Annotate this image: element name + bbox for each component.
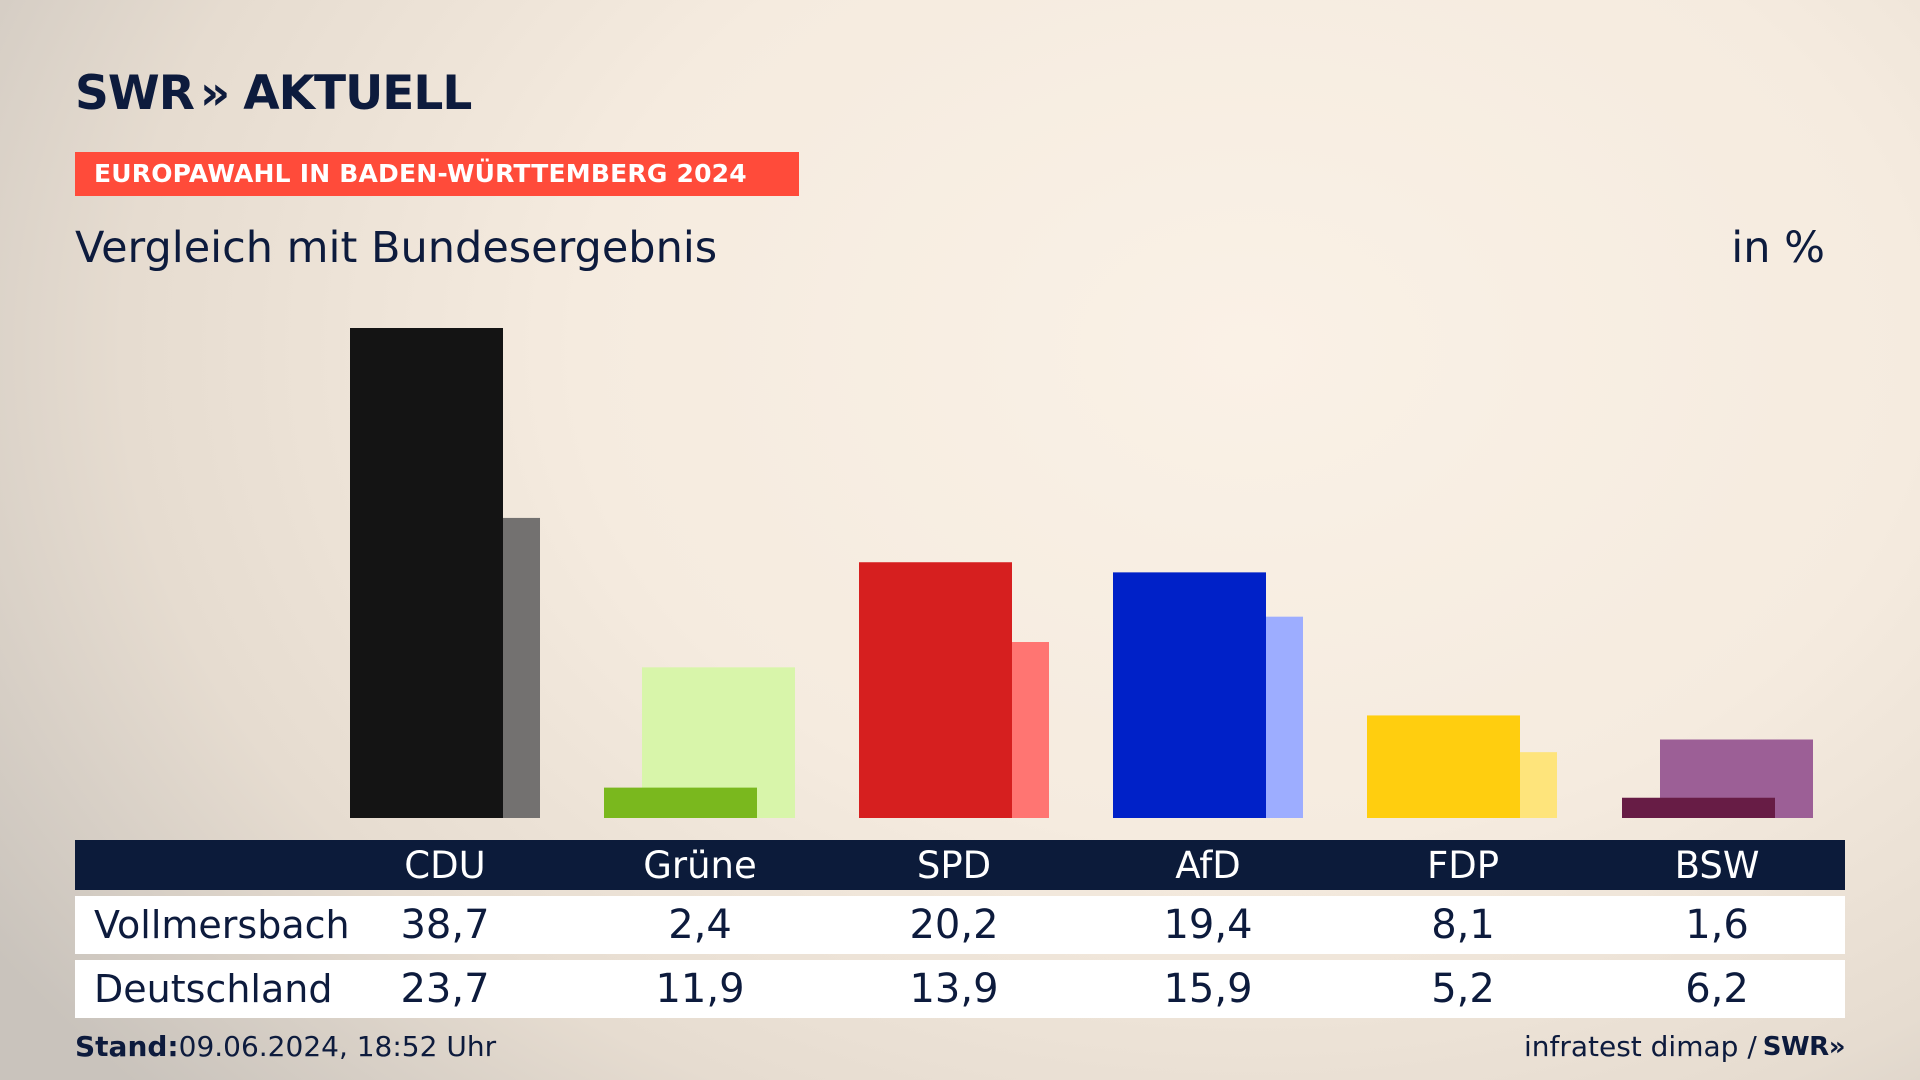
table-cell: 38,7 (400, 902, 490, 948)
bar-vollmersbach-spd (859, 562, 1012, 818)
table-cell: 2,4 (668, 902, 732, 948)
logo-aktuell-text: AKTUELL (243, 65, 472, 121)
chart-subtitle: Vergleich mit Bundesergebnis (75, 223, 718, 273)
column-header-fdp: FDP (1426, 844, 1500, 887)
stand-value: 09.06.2024, 18:52 Uhr (178, 1030, 497, 1063)
timestamp: Stand:09.06.2024, 18:52 Uhr (75, 1030, 496, 1063)
results-table: CDU Grüne SPD AfD FDP BSW Vollmersbach 38,7 2,4… (75, 840, 1845, 1018)
logo-chevron-icon: » (199, 65, 230, 121)
source-text: infratest dimap / (1523, 1030, 1757, 1063)
row-label: Deutschland (94, 967, 333, 1011)
swr-mini-logo: SWR» (1762, 1031, 1846, 1062)
table-cell: 15,9 (1163, 966, 1253, 1012)
table-cell: 8,1 (1431, 902, 1495, 948)
bar-deutschland-cdu (500, 517, 540, 818)
table-cell: 11,9 (655, 966, 745, 1012)
column-header-spd: SPD (916, 844, 992, 887)
table-cell: 5,2 (1431, 966, 1495, 1012)
table-cell: 1,6 (1685, 902, 1749, 948)
table-cell: 23,7 (400, 966, 490, 1012)
table-cell: 13,9 (909, 966, 999, 1012)
bar-vollmersbach-cdu (350, 328, 503, 818)
column-header-afd: AfD (1175, 844, 1241, 887)
bar-vollmersbach-gr-ne (604, 787, 757, 818)
logo-swr-text: SWR (75, 65, 195, 121)
table-row: Deutschland 23,7 11,9 13,9 15,9 5,2 6,2 (75, 960, 1845, 1018)
table-header: CDU Grüne SPD AfD FDP BSW (75, 840, 1845, 890)
stand-label: Stand: (75, 1030, 179, 1063)
table-cell: 20,2 (909, 902, 999, 948)
column-header-bsw: BSW (1674, 844, 1760, 887)
bar-vollmersbach-afd (1113, 572, 1266, 818)
column-header-gr-ne: Grüne (643, 844, 757, 887)
election-banner: EUROPAWAHL IN BADEN-WÜRTTEMBERG 2024 (75, 152, 799, 196)
table-cell: 6,2 (1685, 966, 1749, 1012)
unit-label: in % (1731, 223, 1825, 273)
source-credit: infratest dimap / SWR» (1523, 1030, 1846, 1063)
bar-deutschland-fdp (1517, 752, 1557, 818)
bar-deutschland-spd (1009, 642, 1049, 818)
table-row: Vollmersbach 38,7 2,4 20,2 19,4 8,1 1,6 (75, 896, 1845, 954)
swr-aktuell-logo: SWR » AKTUELL (75, 65, 472, 121)
row-label: Vollmersbach (94, 903, 350, 947)
table-cell: 19,4 (1163, 902, 1253, 948)
bar-vollmersbach-fdp (1367, 715, 1520, 818)
column-header-cdu: CDU (404, 844, 486, 887)
bar-deutschland-afd (1263, 616, 1303, 818)
bar-vollmersbach-bsw (1622, 797, 1775, 818)
